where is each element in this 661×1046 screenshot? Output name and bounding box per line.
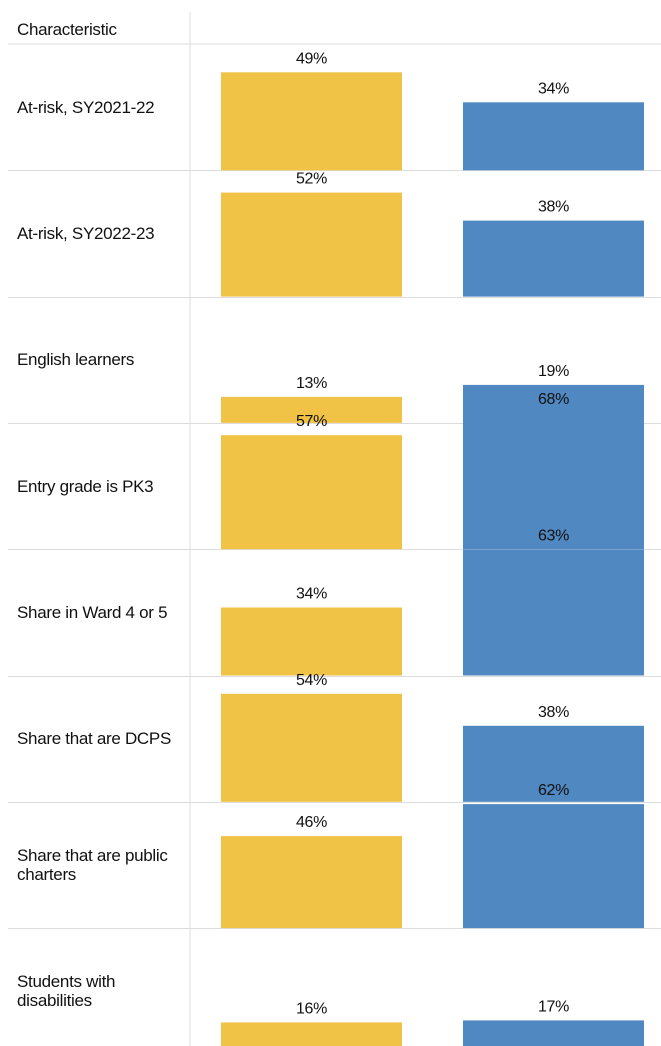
bar-series-1 bbox=[221, 72, 402, 171]
bar-series-2 bbox=[463, 725, 644, 802]
row-label: Share in Ward 4 or 5 bbox=[17, 602, 168, 622]
bar-value-label: 54% bbox=[296, 672, 327, 689]
bar-series-2 bbox=[463, 413, 644, 550]
bar-series-2 bbox=[463, 1020, 644, 1046]
row-label: English learners bbox=[17, 350, 135, 370]
row-label: Students with disabilities bbox=[17, 972, 116, 1011]
bar-value-label: 38% bbox=[538, 704, 569, 721]
bar-series-1 bbox=[221, 435, 402, 550]
bar-series-1 bbox=[221, 396, 402, 423]
bar-value-label: 49% bbox=[296, 50, 327, 67]
bar-value-label: 62% bbox=[538, 782, 569, 799]
row-label: Share that are public charters bbox=[17, 845, 168, 884]
bar-value-label: 16% bbox=[296, 1000, 327, 1017]
bar-series-1 bbox=[221, 836, 402, 929]
column-header: Characteristic bbox=[17, 20, 117, 39]
row-label: At-risk, SY2021-22 bbox=[17, 97, 155, 117]
bar-series-2 bbox=[463, 804, 644, 929]
bar-series-1 bbox=[221, 1022, 402, 1046]
bar-series-2 bbox=[463, 549, 644, 676]
row-label: Entry grade is PK3 bbox=[17, 476, 154, 496]
bar-series-2 bbox=[463, 220, 644, 297]
row-label: Share that are DCPS bbox=[17, 729, 171, 749]
bar-value-label: 17% bbox=[538, 998, 569, 1015]
bar-value-label: 34% bbox=[538, 80, 569, 97]
row-label: At-risk, SY2022-23 bbox=[17, 223, 155, 243]
bar-series-1 bbox=[221, 192, 402, 297]
bar-value-label: 19% bbox=[538, 363, 569, 380]
bar-value-label: 38% bbox=[538, 199, 569, 216]
bar-series-1 bbox=[221, 607, 402, 676]
bar-value-label: 13% bbox=[296, 375, 327, 392]
bar-value-label: 52% bbox=[296, 171, 327, 188]
bar-value-label: 46% bbox=[296, 814, 327, 831]
bar-value-label: 68% bbox=[538, 391, 569, 408]
bar-value-label: 63% bbox=[538, 528, 569, 545]
bar-value-label: 57% bbox=[296, 413, 327, 430]
bar-series-2 bbox=[463, 102, 644, 171]
bar-series-1 bbox=[221, 693, 402, 802]
bar-value-label: 34% bbox=[296, 586, 327, 603]
